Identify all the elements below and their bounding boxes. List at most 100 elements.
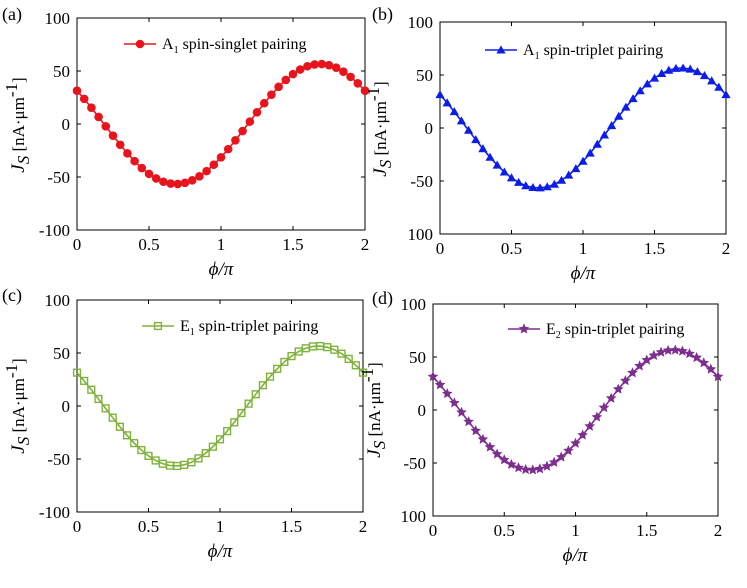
y-tick-label: 0 xyxy=(425,119,434,138)
data-point xyxy=(584,420,596,431)
data-point xyxy=(634,360,645,371)
data-point xyxy=(528,182,538,192)
x-axis-label: ϕ/π xyxy=(208,541,233,562)
x-tick-label: 0 xyxy=(73,517,82,536)
data-point xyxy=(592,139,602,148)
data-point xyxy=(195,172,204,181)
data-point xyxy=(101,404,110,413)
data-point xyxy=(358,368,368,377)
data-point xyxy=(570,437,581,448)
legend-marker xyxy=(153,321,163,331)
panel-label: (c) xyxy=(2,285,22,306)
y-tick-label: -100 xyxy=(39,503,70,522)
data-point xyxy=(434,379,446,390)
data-point xyxy=(620,375,631,386)
data-point xyxy=(549,179,559,188)
data-point xyxy=(215,435,225,444)
data-point xyxy=(144,169,154,179)
data-point xyxy=(521,181,531,190)
data-point xyxy=(449,107,459,116)
data-point xyxy=(351,361,360,370)
data-point xyxy=(655,346,667,357)
data-point xyxy=(187,175,197,185)
y-tick-label: 50 xyxy=(53,62,70,81)
x-tick-label: 1 xyxy=(579,239,588,258)
data-point xyxy=(324,60,334,70)
data-point xyxy=(714,82,724,91)
data-point xyxy=(310,60,319,69)
x-axis-label: ϕ/π xyxy=(563,545,588,566)
data-point xyxy=(123,149,132,158)
data-point xyxy=(130,156,139,166)
x-tick-label: 1.5 xyxy=(636,521,657,540)
data-point xyxy=(122,431,132,440)
data-point xyxy=(273,364,282,373)
data-point xyxy=(635,86,645,95)
x-tick-label: 0.5 xyxy=(138,235,159,254)
y-tick-label: 100 xyxy=(408,13,434,32)
legend-label: A1 spin-triplet pairing xyxy=(523,42,663,62)
legend-marker xyxy=(518,323,530,334)
data-point xyxy=(648,349,660,361)
data-point xyxy=(491,448,503,459)
data-point xyxy=(137,445,146,455)
series-line xyxy=(76,63,366,185)
y-axis-label: JS [nA·μm-1] xyxy=(2,358,33,453)
y-tick-label: -100 xyxy=(39,221,70,240)
data-point xyxy=(684,348,695,359)
data-point xyxy=(72,86,82,95)
data-point xyxy=(484,441,496,452)
data-point xyxy=(346,72,355,82)
x-tick-label: 1.5 xyxy=(281,517,302,536)
data-point xyxy=(712,371,724,382)
data-point xyxy=(87,103,96,113)
data-point xyxy=(614,111,624,120)
data-point xyxy=(456,406,467,417)
data-point xyxy=(360,86,370,95)
x-tick-label: 1 xyxy=(571,521,580,540)
data-point xyxy=(677,345,688,356)
data-point xyxy=(101,122,111,131)
data-point xyxy=(166,179,175,188)
x-tick-label: 0 xyxy=(436,239,445,258)
data-point xyxy=(435,90,445,99)
data-point xyxy=(498,454,510,465)
legend: E1 spin-triplet pairing xyxy=(142,318,318,338)
data-point xyxy=(478,144,488,153)
data-point xyxy=(442,98,452,107)
data-point xyxy=(115,422,125,431)
data-point xyxy=(471,135,481,144)
data-point xyxy=(556,175,567,184)
data-point xyxy=(267,90,276,99)
x-tick-label: 2 xyxy=(361,235,370,254)
data-point xyxy=(691,352,702,363)
data-point xyxy=(535,183,545,192)
y-tick-label: 0 xyxy=(418,401,427,420)
data-point xyxy=(456,116,467,125)
data-point xyxy=(492,160,502,169)
y-tick-label: 50 xyxy=(409,348,426,367)
data-point xyxy=(280,357,289,367)
x-axis-label: ϕ/π xyxy=(209,259,234,280)
data-point xyxy=(514,177,524,186)
data-point xyxy=(237,408,246,418)
data-point xyxy=(317,59,327,69)
data-point xyxy=(209,160,219,170)
data-point xyxy=(208,442,217,451)
data-point xyxy=(230,418,239,427)
data-point xyxy=(331,63,341,73)
y-tick-label: -50 xyxy=(410,172,433,191)
legend-label: E1 spin-triplet pairing xyxy=(180,318,318,338)
data-point xyxy=(669,344,681,355)
data-point xyxy=(144,451,153,460)
data-point xyxy=(344,354,353,363)
y-tick-label: 50 xyxy=(53,344,70,363)
panel-c: (c) 0 0.5 1 1.5 2 100 50 0 -50 -100 ϕ/π JS [nA·μm-1]… xyxy=(2,285,367,562)
data-point xyxy=(513,462,524,473)
data-point xyxy=(477,433,489,444)
legend-marker xyxy=(135,39,145,49)
data-point xyxy=(671,63,681,72)
data-point xyxy=(607,121,617,130)
data-point xyxy=(258,381,268,390)
y-tick-label: 100 xyxy=(408,225,434,244)
